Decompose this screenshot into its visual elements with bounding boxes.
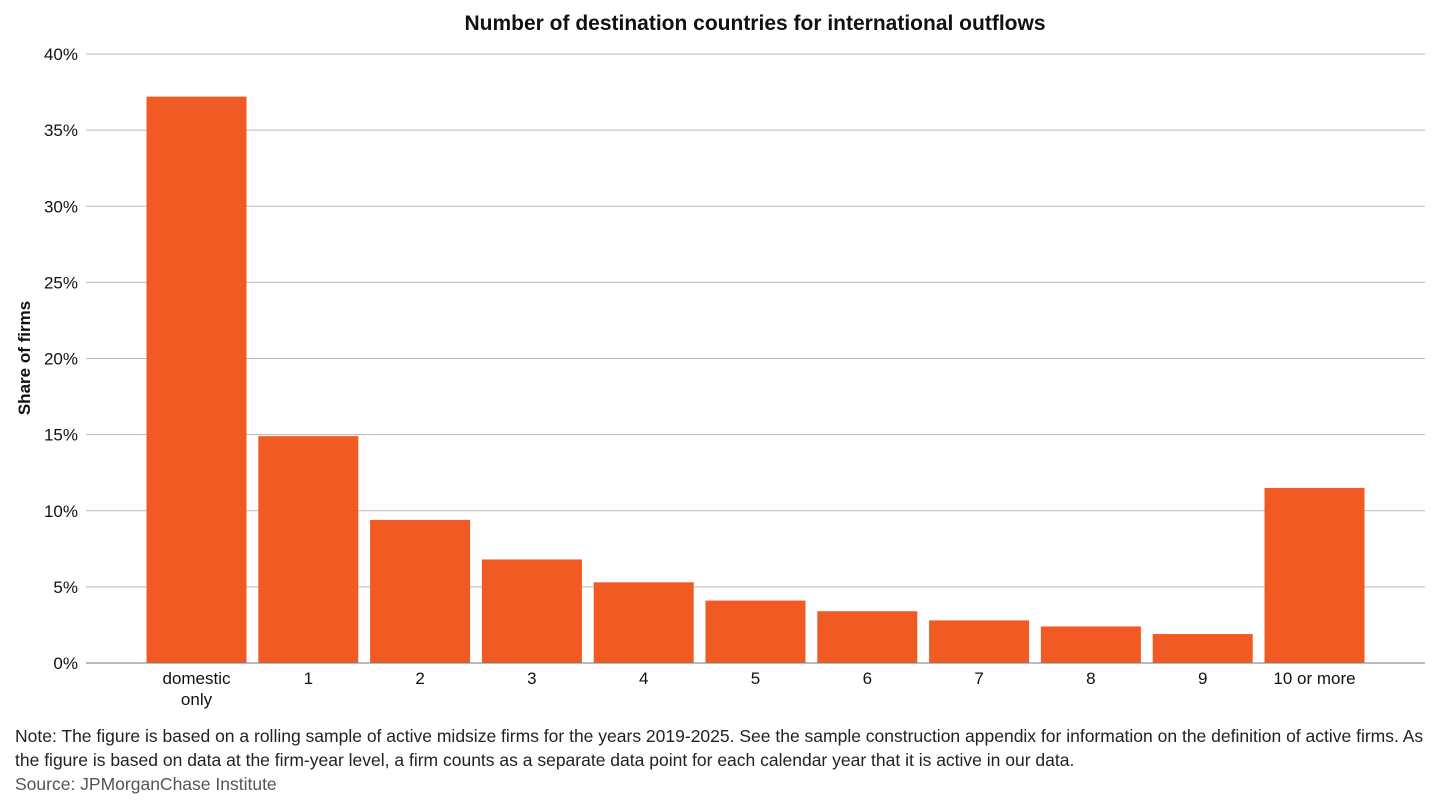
bar: [370, 519, 471, 663]
bar-chart: 0% 5% 10% 15% 20% 25% 30% 35% 40% Share of firms d…: [15, 45, 1425, 709]
y-tick-label: 30%: [44, 197, 78, 216]
x-tick-label: 9: [1198, 669, 1207, 688]
bar: [1152, 634, 1253, 663]
chart-title: Number of destination countries for inte…: [464, 12, 1046, 35]
x-tick-label: domestic: [162, 669, 231, 688]
bar: [593, 582, 694, 663]
y-tick-label: 40%: [44, 45, 78, 64]
chart-note: Note: The figure is based on a rolling s…: [15, 726, 1424, 770]
bar: [705, 600, 806, 663]
bar: [481, 559, 582, 663]
x-tick-label: 10 or more: [1273, 669, 1355, 688]
y-tick-label: 20%: [44, 350, 78, 369]
x-tick-label: 8: [1086, 669, 1095, 688]
x-tick-label: 7: [974, 669, 983, 688]
x-tick-label: 3: [527, 669, 536, 688]
y-tick-label: 15%: [44, 426, 78, 445]
y-tick-label: 0%: [53, 654, 78, 673]
bar: [929, 620, 1030, 663]
x-tick-label: only: [181, 690, 213, 709]
bar: [1264, 487, 1365, 663]
bar: [817, 611, 918, 663]
y-tick-label: 10%: [44, 502, 78, 521]
x-tick-label: 2: [415, 669, 424, 688]
y-tick-label: 5%: [53, 578, 78, 597]
y-tick-label: 25%: [44, 273, 78, 292]
y-axis-label: Share of firms: [15, 301, 34, 415]
bar: [258, 436, 359, 663]
chart-source: Source: JPMorganChase Institute: [15, 774, 277, 794]
bar: [1040, 626, 1141, 663]
bar: [146, 96, 247, 663]
y-tick-label: 35%: [44, 121, 78, 140]
x-tick-label: 1: [304, 669, 313, 688]
x-tick-label: 6: [863, 669, 872, 688]
x-tick-label: 4: [639, 669, 648, 688]
x-tick-label: 5: [751, 669, 760, 688]
